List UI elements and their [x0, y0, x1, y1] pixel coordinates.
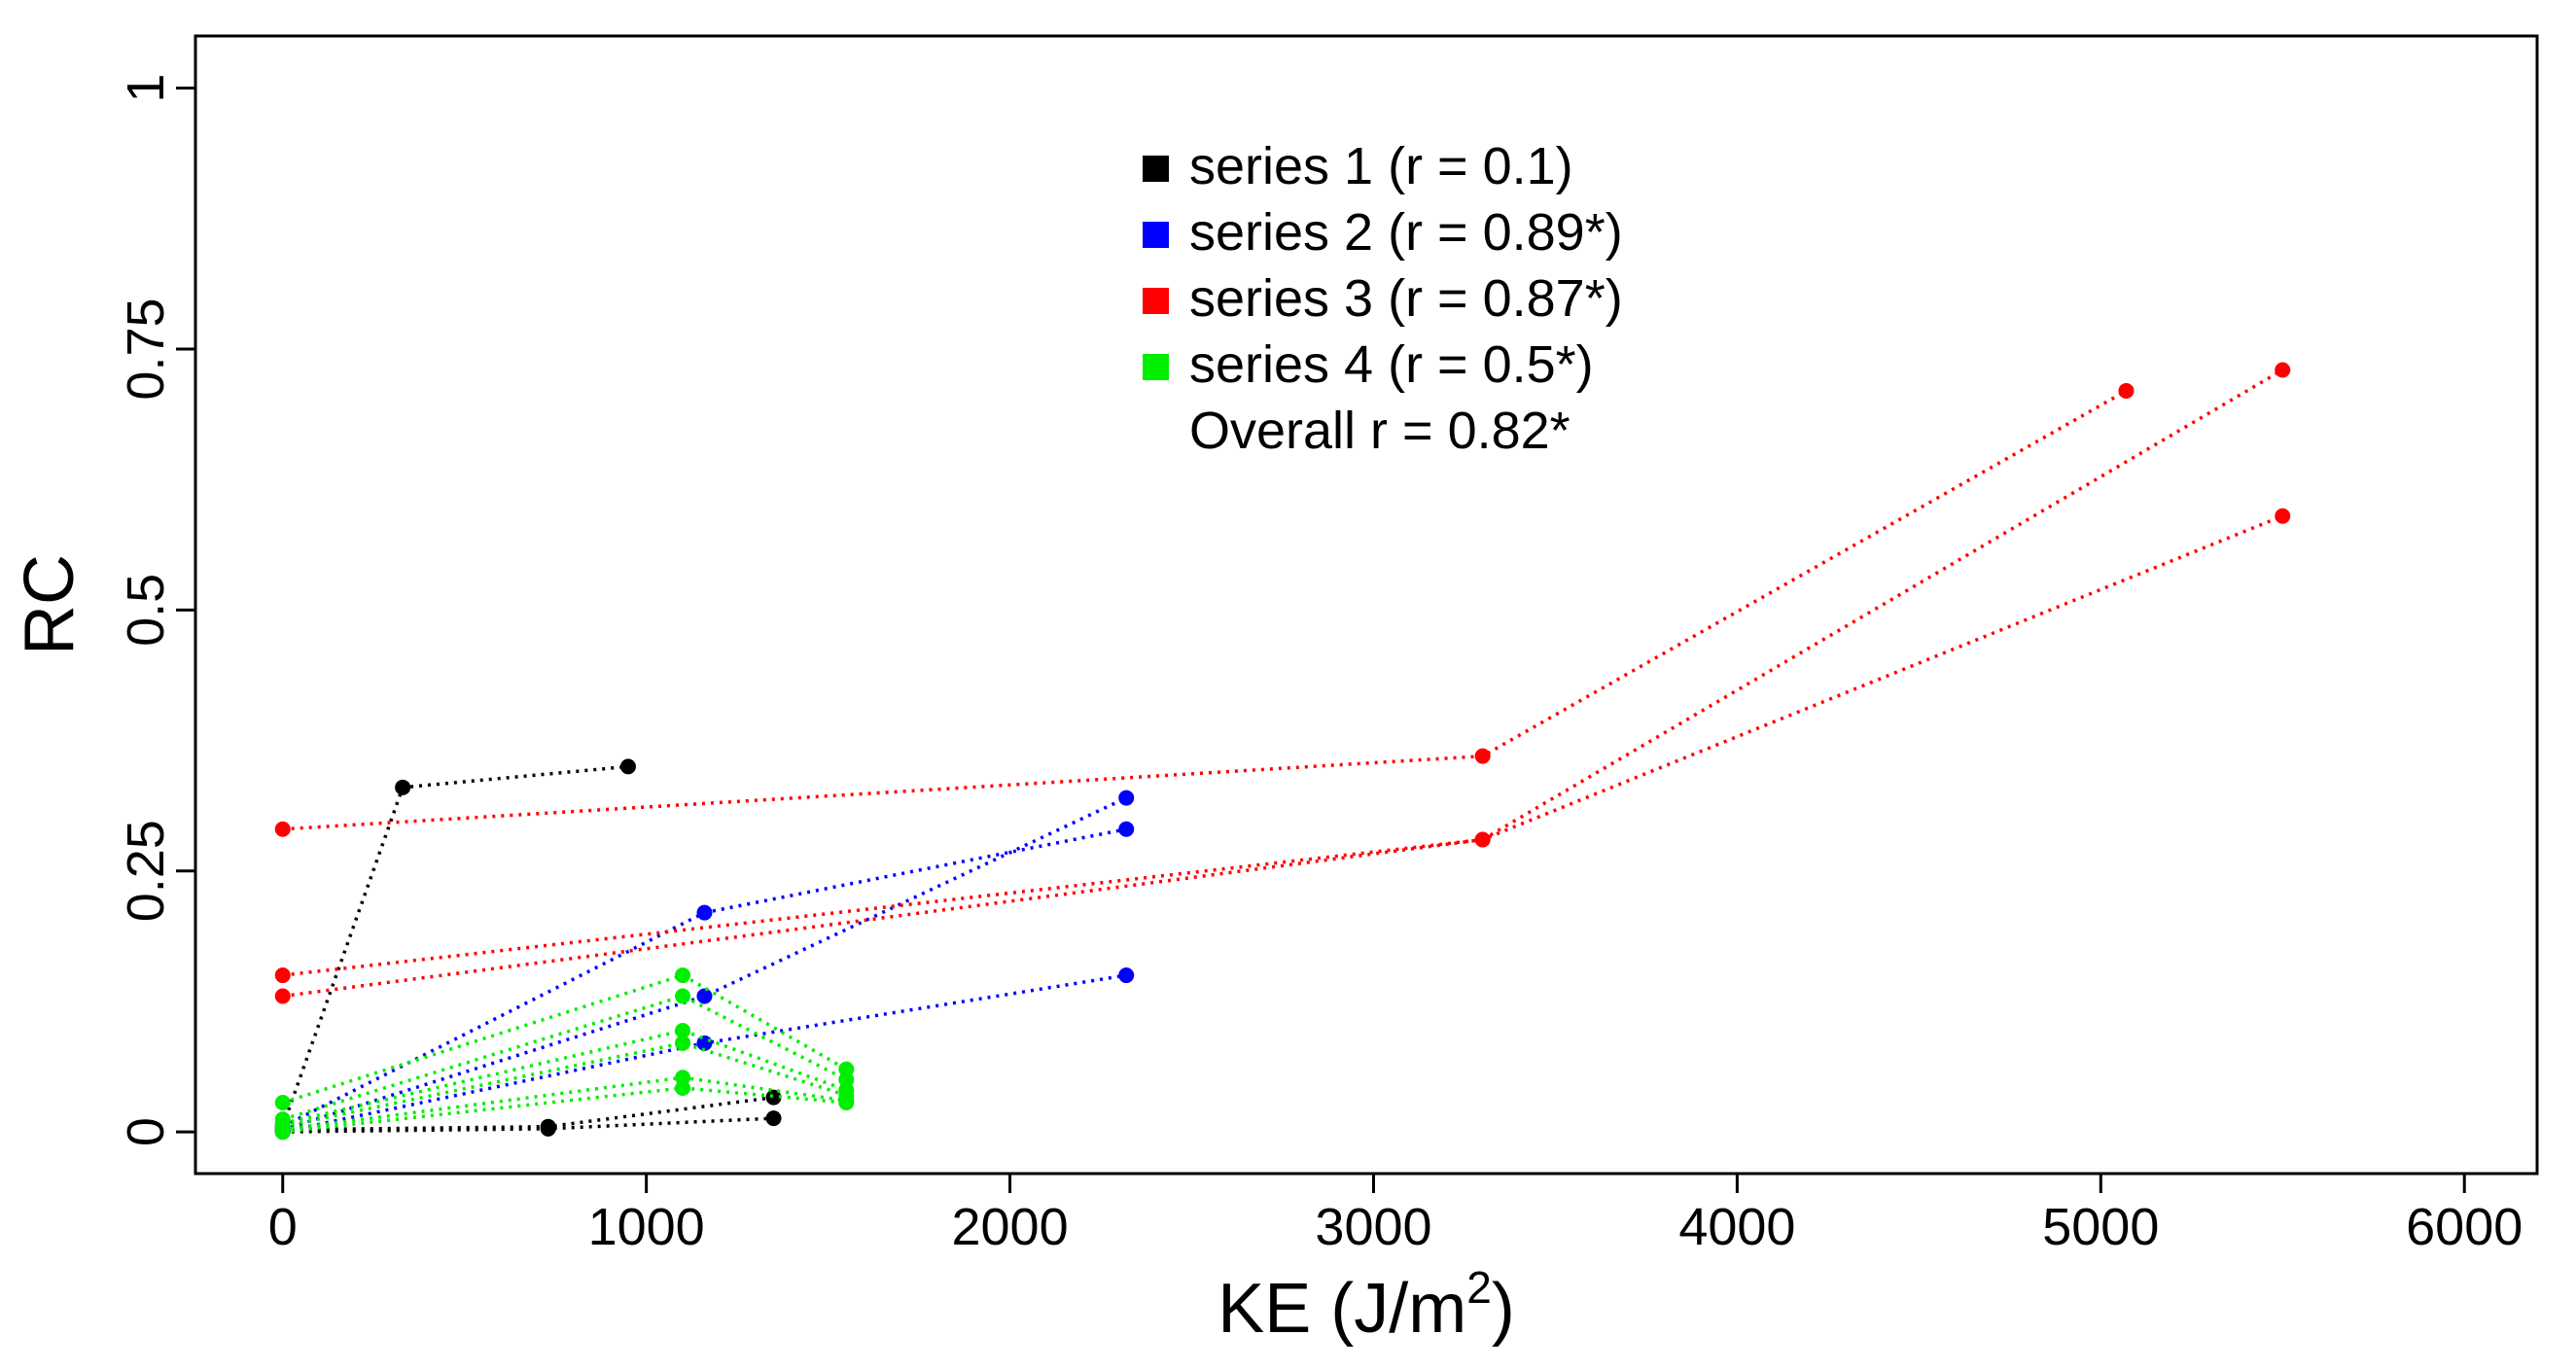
series-1-point	[619, 758, 636, 775]
series-3	[274, 362, 2291, 1004]
series-4-point	[675, 1022, 691, 1038]
y-tick-label: 0	[117, 1117, 175, 1146]
legend-overall-label: Overall r = 0.82*	[1189, 402, 1570, 460]
legend-swatch	[1143, 354, 1169, 380]
x-tick-label: 3000	[1315, 1198, 1431, 1256]
series-3-point	[274, 821, 291, 837]
series-3-point	[1474, 748, 1491, 764]
x-axis: 0 1000 2000 3000 4000 5000 6000	[268, 1172, 2523, 1256]
series-3-line	[282, 368, 2284, 977]
legend-swatch	[1143, 156, 1169, 182]
series-4-line	[282, 973, 848, 1105]
legend-swatch	[1143, 222, 1169, 248]
series-2-point	[696, 988, 713, 1004]
series-3-point	[2275, 508, 2291, 524]
legend: series 1 (r = 0.1) series 2 (r = 0.89*) se…	[1143, 137, 1623, 460]
x-tick-label: 0	[268, 1198, 298, 1256]
series-4-point	[675, 1035, 691, 1051]
series-4-line	[282, 1086, 847, 1134]
series-2	[274, 790, 1135, 1141]
series-2-point	[1118, 967, 1135, 984]
series-4-point	[675, 1079, 691, 1096]
y-axis: 0 0.25 0.5 0.75 1	[117, 74, 197, 1146]
series-3-point	[1474, 831, 1491, 848]
series-4-line	[282, 1029, 847, 1126]
series-4-line	[282, 1041, 847, 1129]
series-4-point	[675, 988, 691, 1004]
legend-swatch	[1143, 288, 1169, 314]
y-tick-label: 1	[117, 74, 175, 103]
y-tick-label: 0.75	[117, 298, 175, 400]
series-2-point	[696, 904, 713, 921]
x-tick-label: 2000	[951, 1198, 1068, 1256]
y-axis-title: RC	[11, 554, 88, 655]
series-3-point	[2275, 362, 2291, 378]
y-tick-label: 0.5	[117, 574, 175, 647]
series-3-line	[282, 514, 2283, 999]
series-3-point	[274, 988, 291, 1004]
series-2-point	[1118, 821, 1135, 837]
legend-label: series 1 (r = 0.1)	[1189, 137, 1573, 195]
x-tick-label: 1000	[588, 1198, 705, 1256]
series-2-line	[282, 795, 1127, 1132]
x-tick-label: 5000	[2042, 1198, 2159, 1256]
legend-label: series 4 (r = 0.5*)	[1189, 335, 1594, 394]
series-1-line	[282, 1095, 774, 1132]
series-1-line	[282, 1116, 774, 1134]
series-1-point	[765, 1089, 782, 1106]
series-4-point	[274, 1095, 291, 1111]
x-tick-label: 6000	[2406, 1198, 2523, 1256]
series-2-point	[1118, 790, 1135, 806]
series-4	[274, 967, 855, 1141]
x-tick-label: 4000	[1678, 1198, 1795, 1256]
series-3-point	[2118, 382, 2135, 399]
x-axis-title: KE (J/m2)	[1217, 1262, 1515, 1348]
series-3-point	[274, 967, 291, 984]
series-1-point	[395, 779, 411, 795]
legend-label: series 3 (r = 0.87*)	[1189, 269, 1623, 328]
series-1-point	[765, 1110, 782, 1127]
series-1-line	[281, 764, 629, 1128]
series-layer	[274, 362, 2291, 1141]
series-4-point	[274, 1124, 291, 1141]
series-4-point	[675, 967, 691, 984]
y-tick-label: 0.25	[117, 820, 175, 922]
legend-label: series 2 (r = 0.89*)	[1189, 203, 1623, 262]
series-1-point	[540, 1118, 556, 1135]
series-4-point	[838, 1095, 855, 1111]
